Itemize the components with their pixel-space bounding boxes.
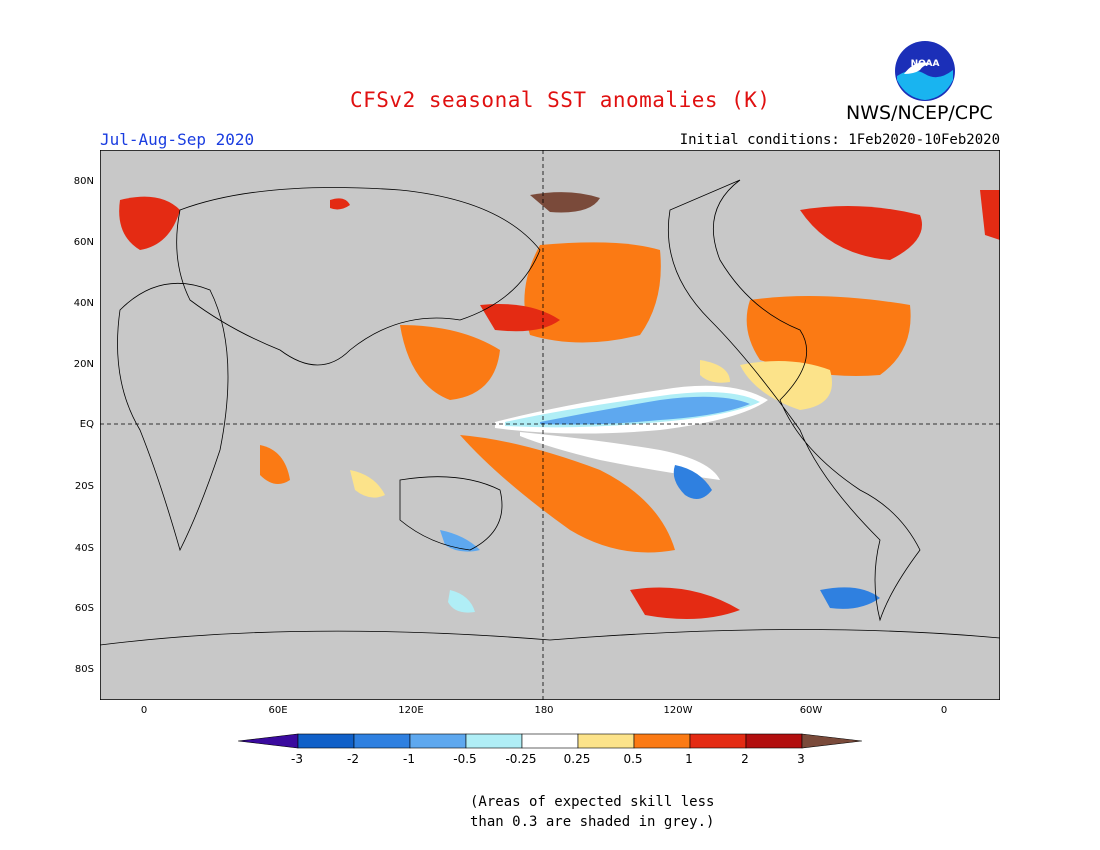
period-label: Jul-Aug-Sep 2020 xyxy=(100,130,255,149)
lon-label: 120E xyxy=(398,705,424,716)
colorbar-segment xyxy=(297,733,355,749)
lat-label: 60S xyxy=(74,603,94,614)
warm-anomaly-regions xyxy=(119,190,1000,619)
colorbar-tick: -0.25 xyxy=(505,752,537,766)
lon-label: 180 xyxy=(534,705,554,716)
colorbar-segment xyxy=(801,733,862,749)
map-gridlines xyxy=(100,150,1000,700)
colorbar-segment xyxy=(465,733,523,749)
colorbar-segment xyxy=(238,733,299,749)
lon-label: 0 xyxy=(140,705,148,716)
lon-label: 0 xyxy=(940,705,948,716)
skill-note-line1: (Areas of expected skill less xyxy=(470,794,715,810)
noaa-logo: NOAA xyxy=(895,41,955,101)
colorbar-segment xyxy=(577,733,635,749)
colorbar-tick: -2 xyxy=(347,752,359,766)
colorbar-tick: 3 xyxy=(797,752,805,766)
colorbar-tick: -0.5 xyxy=(453,752,477,766)
lat-label: 80N xyxy=(73,176,94,187)
colorbar xyxy=(238,733,862,749)
lat-label: 40S xyxy=(74,543,94,554)
lat-label: 40N xyxy=(73,298,94,309)
colorbar-segment xyxy=(409,733,467,749)
sst-anomaly-map xyxy=(100,150,1000,700)
colorbar-tick: -1 xyxy=(403,752,415,766)
colorbar-tick: 0.5 xyxy=(623,752,643,766)
lat-label: 80S xyxy=(74,664,94,675)
colorbar-segment xyxy=(521,733,579,749)
skill-note: (Areas of expected skill less than 0.3 a… xyxy=(470,792,714,832)
colorbar-tick: -3 xyxy=(291,752,303,766)
lat-label: EQ xyxy=(79,419,94,430)
noaa-logo-text: NOAA xyxy=(911,59,940,69)
initial-conditions-label: Initial conditions: 1Feb2020-10Feb2020 xyxy=(679,132,1000,148)
colorbar-tick: 2 xyxy=(741,752,749,766)
lat-label: 60N xyxy=(73,237,94,248)
agency-label: NWS/NCEP/CPC xyxy=(846,102,993,124)
lat-label: 20N xyxy=(73,359,94,370)
lon-label: 120W xyxy=(663,705,693,716)
colorbar-segment xyxy=(689,733,747,749)
chart-title: CFSv2 seasonal SST anomalies (K) xyxy=(350,88,771,112)
colorbar-segment xyxy=(745,733,803,749)
colorbar-segment xyxy=(633,733,691,749)
continent-outlines xyxy=(100,179,1000,646)
colorbar-tick: 0.25 xyxy=(563,752,591,766)
lon-label: 60W xyxy=(799,705,823,716)
cold-anomaly-regions xyxy=(440,385,880,613)
lat-label: 20S xyxy=(74,481,94,492)
lon-label: 60E xyxy=(268,705,288,716)
colorbar-tick: 1 xyxy=(685,752,693,766)
colorbar-segment xyxy=(353,733,411,749)
skill-note-line2: than 0.3 are shaded in grey.) xyxy=(470,814,715,830)
